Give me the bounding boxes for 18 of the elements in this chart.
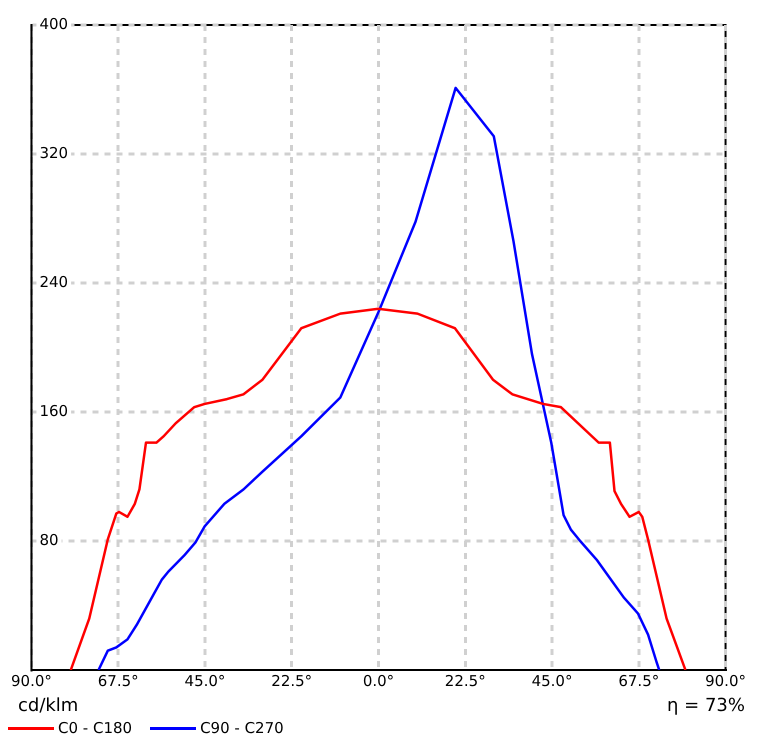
x-tick-label: 90.0° bbox=[10, 672, 52, 690]
x-tick-label: 67.5° bbox=[618, 672, 660, 690]
x-tick-label: 45.0° bbox=[532, 672, 572, 690]
legend-label: C0 - C180 bbox=[58, 718, 132, 738]
y-tick-label: 400 bbox=[39, 14, 68, 33]
x-tick-label: 90.0° bbox=[705, 672, 746, 690]
legend-label: C90 - C270 bbox=[200, 718, 284, 738]
y-tick-label: 160 bbox=[39, 402, 68, 420]
x-tick-label: 0.0° bbox=[362, 672, 394, 690]
x-tick-label: 22.5° bbox=[444, 672, 486, 690]
y-tick-label: 240 bbox=[39, 272, 68, 291]
x-tick-label: 22.5° bbox=[271, 672, 312, 690]
y-tick-label: 80 bbox=[39, 530, 59, 549]
text: cd/klm bbox=[18, 694, 78, 718]
x-tick-label: 67.5° bbox=[98, 672, 139, 690]
text: η = 73% bbox=[667, 694, 745, 718]
x-tick-label: 45.0° bbox=[184, 672, 226, 690]
y-tick-label: 320 bbox=[39, 144, 68, 162]
